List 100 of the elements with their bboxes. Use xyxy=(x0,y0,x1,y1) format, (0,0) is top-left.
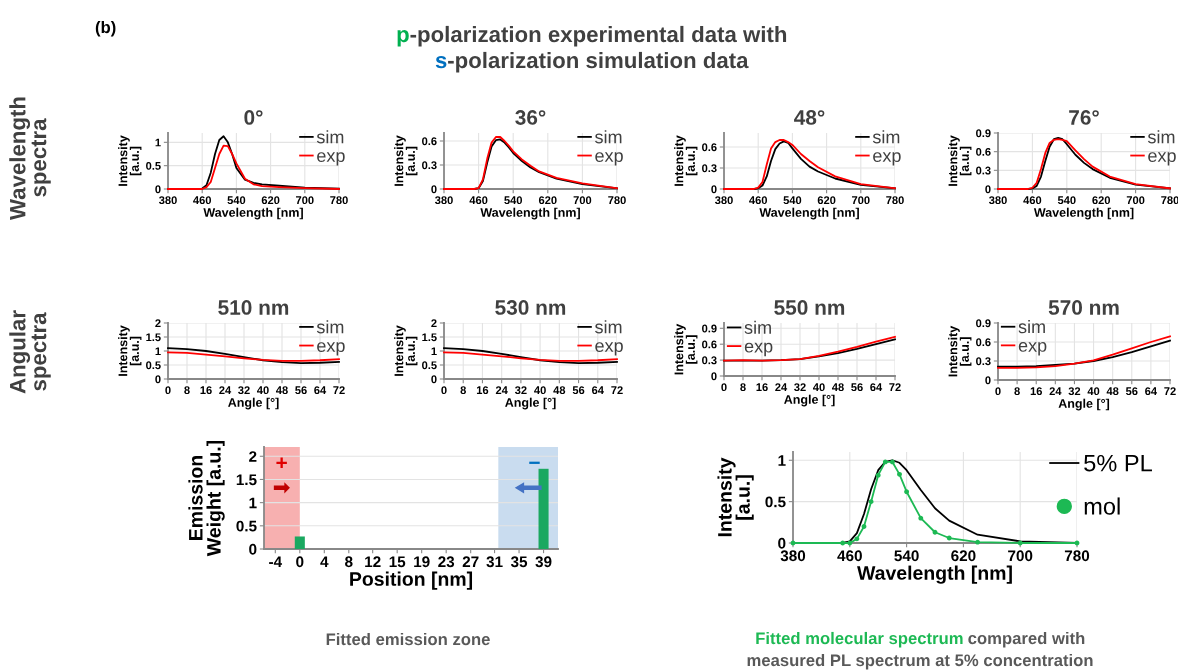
y-axis-title: Intensity [a.u.] xyxy=(717,457,754,537)
y-tick-label: 0.5 xyxy=(422,361,437,370)
x-tick-label: 460 xyxy=(469,196,488,205)
x-tick-label: 380 xyxy=(434,196,453,205)
y-axis-title: Intensity [a.u.] xyxy=(394,135,418,186)
y-axis-title: Intensity [a.u.] xyxy=(674,323,698,375)
x-tick-label: 15 xyxy=(389,556,406,568)
x-tick-label: 380 xyxy=(158,196,177,205)
y-tick-label: 0 xyxy=(711,372,717,381)
legend-label: sim xyxy=(1018,319,1045,334)
y-axis-title: Intensity [a.u.] xyxy=(948,325,972,377)
x-tick-label: 0 xyxy=(296,556,304,568)
y-tick-label: 1 xyxy=(249,497,257,509)
x-tick-label: 27 xyxy=(462,556,479,568)
x-tick-label: 4 xyxy=(320,556,329,568)
x-tick-label: 24 xyxy=(219,386,232,394)
y-axis-title: Intensity [a.u.] xyxy=(118,135,142,186)
y-tick-label: 0.5 xyxy=(765,496,786,508)
text: -polarization simulation data xyxy=(448,51,749,73)
y-tick-label: 0.6 xyxy=(422,137,437,146)
x-tick-label: 40 xyxy=(256,386,269,395)
x-tick-label: 460 xyxy=(837,550,862,562)
point xyxy=(975,539,981,545)
y-tick-label: 0.5 xyxy=(146,361,161,370)
y-tick-label: 0.9 xyxy=(702,324,717,333)
legend-label: mol xyxy=(1084,497,1120,515)
x-tick-label: 540 xyxy=(504,196,523,205)
x-tick-label: 0 xyxy=(995,387,1001,396)
legend-label: exp xyxy=(317,152,345,166)
legend-label: exp xyxy=(595,152,623,166)
chart-title: 550 nm xyxy=(774,300,845,315)
x-tick-label: 72 xyxy=(1164,387,1176,395)
x-tick-label: 620 xyxy=(817,196,836,205)
x-tick-label: 31 xyxy=(486,556,503,568)
x-axis-title: Angle [°] xyxy=(784,394,835,407)
x-axis-title: Angle [°] xyxy=(505,397,556,410)
text: measured PL spectrum at 5% concentration xyxy=(747,653,1093,670)
y-tick-label: 0.3 xyxy=(976,357,991,366)
text: (b) xyxy=(95,20,116,37)
x-tick-label: 56 xyxy=(1125,387,1138,396)
y-axis-title: Intensity [a.u.] xyxy=(118,325,142,376)
x-tick-label: 460 xyxy=(1023,196,1042,205)
annotation: + xyxy=(276,457,287,469)
x-tick-label: 32 xyxy=(794,383,806,392)
chart-title: 570 nm xyxy=(1048,300,1119,315)
x-tick-label: 700 xyxy=(852,196,870,205)
point xyxy=(897,471,902,477)
y-tick-label: 0 xyxy=(985,376,991,385)
y-tick-label: 0.6 xyxy=(976,338,991,347)
point xyxy=(840,540,846,546)
point xyxy=(861,524,867,529)
y-tick-label: 0.9 xyxy=(976,319,991,328)
x-tick-label: 35 xyxy=(510,556,528,568)
x-tick-label: 48 xyxy=(553,386,566,395)
legend-label: sim xyxy=(595,320,622,334)
point xyxy=(918,515,924,521)
y-tick-label: 0 xyxy=(711,185,717,194)
x-tick-label: 540 xyxy=(783,196,802,205)
x-tick-label: 540 xyxy=(227,196,246,205)
legend-label: sim xyxy=(316,320,344,334)
x-tick-label: 64 xyxy=(592,386,604,395)
x-tick-label: 620 xyxy=(261,196,280,205)
x-tick-label: 620 xyxy=(538,196,557,205)
x-tick-label: 39 xyxy=(535,556,552,568)
x-tick-label: -4 xyxy=(269,556,283,568)
point xyxy=(875,472,881,478)
chart-title: 510 nm xyxy=(218,300,289,315)
y-axis-title: Intensity [a.u.] xyxy=(674,135,698,186)
legend-label: exp xyxy=(744,342,773,357)
x-tick-label: 64 xyxy=(870,383,883,392)
y-tick-label: 2 xyxy=(431,319,437,328)
y-tick-label: 2 xyxy=(155,319,161,328)
legend-label: sim xyxy=(595,130,622,144)
y-tick-label: 1.5 xyxy=(422,333,437,342)
x-tick-label: 780 xyxy=(886,196,904,205)
x-tick-label: 64 xyxy=(314,386,327,395)
x-tick-label: 0 xyxy=(441,386,447,395)
x-tick-label: 24 xyxy=(775,383,788,391)
y-tick-label: 0 xyxy=(155,185,161,194)
x-tick-label: 0 xyxy=(721,383,727,392)
x-tick-label: 40 xyxy=(1087,387,1100,396)
x-axis-title: Wavelength [nm] xyxy=(759,207,859,220)
y-axis-title: Intensity [a.u.] xyxy=(394,325,418,376)
point xyxy=(946,535,952,541)
x-axis-title: Wavelength [nm] xyxy=(857,565,1012,584)
legend-label: sim xyxy=(744,320,771,334)
y-tick-label: 1 xyxy=(431,347,437,356)
x-tick-label: 460 xyxy=(749,196,768,205)
point xyxy=(889,459,895,465)
y-tick-label: 1.5 xyxy=(236,474,257,486)
x-axis-title: Angle [°] xyxy=(228,397,279,410)
y-tick-label: 0.9 xyxy=(976,129,991,138)
x-tick-label: 16 xyxy=(756,383,768,392)
x-tick-label: 540 xyxy=(894,550,919,562)
text: s xyxy=(435,56,447,69)
x-tick-label: 24 xyxy=(495,386,508,394)
x-tick-label: 16 xyxy=(476,386,489,395)
y-tick-label: 0.6 xyxy=(976,147,991,156)
x-tick-label: 8 xyxy=(1014,387,1020,396)
x-tick-label: 23 xyxy=(438,556,455,568)
